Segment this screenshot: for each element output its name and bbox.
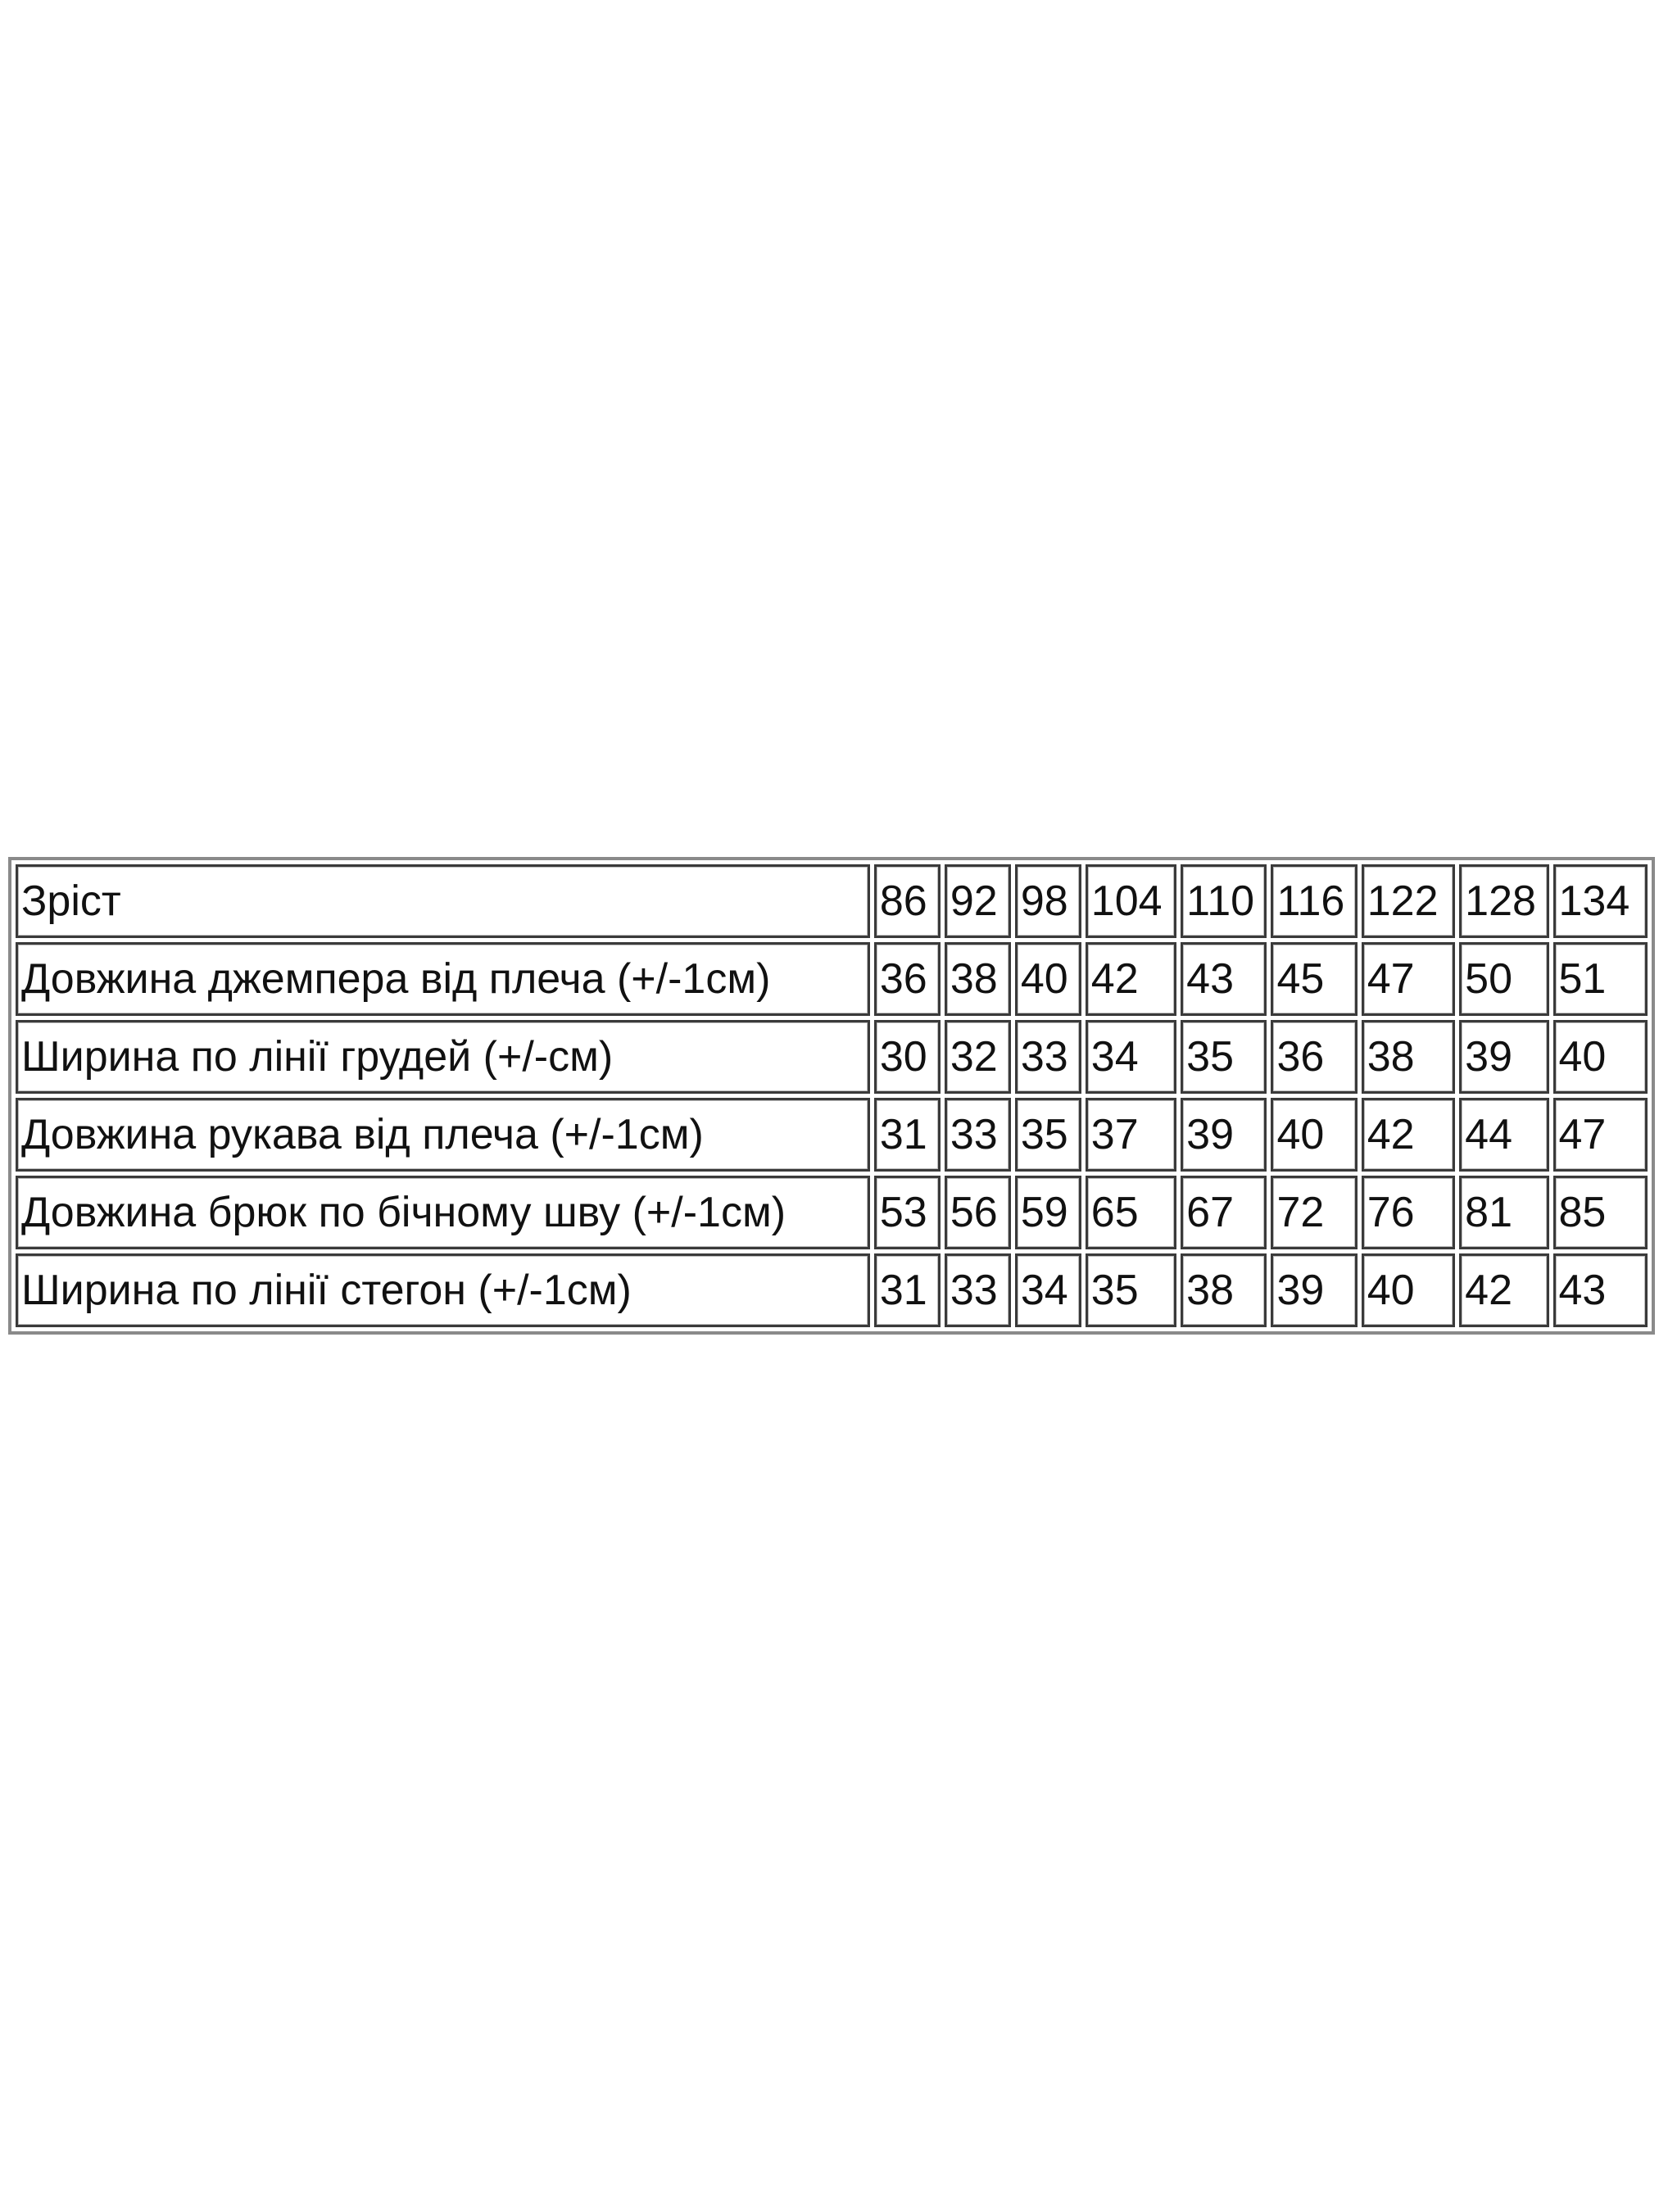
row-label: Довжина рукава від плеча (+/-1см) — [16, 1098, 870, 1172]
measurement-cell: 59 — [1014, 1176, 1081, 1249]
measurement-cell: 42 — [1459, 1253, 1549, 1327]
measurement-cell: 35 — [1014, 1098, 1081, 1172]
measurement-cell: 40 — [1552, 1020, 1648, 1094]
measurement-cell: 31 — [873, 1098, 941, 1172]
height-size-cell: 86 — [873, 864, 941, 938]
measurement-cell: 51 — [1552, 942, 1648, 1016]
measurement-cell: 38 — [1181, 1253, 1267, 1327]
row-label: Ширина по лінії стегон (+/-1см) — [16, 1253, 870, 1327]
measurement-cell: 36 — [873, 942, 941, 1016]
measurement-cell: 72 — [1271, 1176, 1358, 1249]
measurement-cell: 38 — [1361, 1020, 1456, 1094]
height-size-cell: 122 — [1361, 864, 1456, 938]
height-size-cell: 92 — [944, 864, 1011, 938]
table-row: Довжина джемпера від плеча (+/-1см) 36 38 4… — [16, 942, 1648, 1016]
measurement-cell: 38 — [944, 942, 1011, 1016]
measurement-cell: 30 — [873, 1020, 941, 1094]
table-row: Ширина по лінії стегон (+/-1см) 31 33 34 35 3… — [16, 1253, 1648, 1327]
measurement-cell: 36 — [1271, 1020, 1358, 1094]
measurement-cell: 45 — [1271, 942, 1358, 1016]
measurement-cell: 43 — [1552, 1253, 1648, 1327]
measurement-cell: 32 — [944, 1020, 1011, 1094]
measurement-cell: 37 — [1085, 1098, 1177, 1172]
height-size-cell: 98 — [1014, 864, 1081, 938]
measurement-cell: 81 — [1459, 1176, 1549, 1249]
measurement-cell: 43 — [1181, 942, 1267, 1016]
row-label: Зріст — [16, 864, 870, 938]
measurement-cell: 33 — [1014, 1020, 1081, 1094]
measurement-cell: 42 — [1085, 942, 1177, 1016]
measurement-cell: 40 — [1271, 1098, 1358, 1172]
measurement-cell: 56 — [944, 1176, 1011, 1249]
measurement-cell: 40 — [1014, 942, 1081, 1016]
measurement-cell: 31 — [873, 1253, 941, 1327]
measurement-cell: 50 — [1459, 942, 1549, 1016]
row-label: Ширина по лінії грудей (+/-см) — [16, 1020, 870, 1094]
height-size-cell: 128 — [1459, 864, 1549, 938]
measurement-cell: 34 — [1014, 1253, 1081, 1327]
measurement-cell: 42 — [1361, 1098, 1456, 1172]
measurement-cell: 67 — [1181, 1176, 1267, 1249]
measurement-cell: 35 — [1085, 1253, 1177, 1327]
measurement-cell: 33 — [944, 1253, 1011, 1327]
header-row: Зріст 86 92 98 104 110 116 122 128 134 — [16, 864, 1648, 938]
size-chart-table: Зріст 86 92 98 104 110 116 122 128 134 Довжина дже… — [8, 857, 1655, 1335]
measurement-cell: 44 — [1459, 1098, 1549, 1172]
measurement-cell: 39 — [1271, 1253, 1358, 1327]
table-row: Довжина брюк по бічному шву (+/-1см) 53 56… — [16, 1176, 1648, 1249]
table-row: Довжина рукава від плеча (+/-1см) 31 33 35 3… — [16, 1098, 1648, 1172]
measurement-cell: 40 — [1361, 1253, 1456, 1327]
size-chart-body: Зріст 86 92 98 104 110 116 122 128 134 Довжина дже… — [16, 864, 1648, 1327]
row-label: Довжина джемпера від плеча (+/-1см) — [16, 942, 870, 1016]
height-size-cell: 134 — [1552, 864, 1648, 938]
measurement-cell: 47 — [1361, 942, 1456, 1016]
height-size-cell: 116 — [1271, 864, 1358, 938]
measurement-cell: 39 — [1459, 1020, 1549, 1094]
measurement-cell: 34 — [1085, 1020, 1177, 1094]
measurement-cell: 47 — [1552, 1098, 1648, 1172]
height-size-cell: 104 — [1085, 864, 1177, 938]
measurement-cell: 85 — [1552, 1176, 1648, 1249]
table-row: Ширина по лінії грудей (+/-см) 30 32 33 34 35… — [16, 1020, 1648, 1094]
measurement-cell: 53 — [873, 1176, 941, 1249]
measurement-cell: 76 — [1361, 1176, 1456, 1249]
measurement-cell: 33 — [944, 1098, 1011, 1172]
measurement-cell: 39 — [1181, 1098, 1267, 1172]
measurement-cell: 35 — [1181, 1020, 1267, 1094]
row-label: Довжина брюк по бічному шву (+/-1см) — [16, 1176, 870, 1249]
measurement-cell: 65 — [1085, 1176, 1177, 1249]
height-size-cell: 110 — [1181, 864, 1267, 938]
